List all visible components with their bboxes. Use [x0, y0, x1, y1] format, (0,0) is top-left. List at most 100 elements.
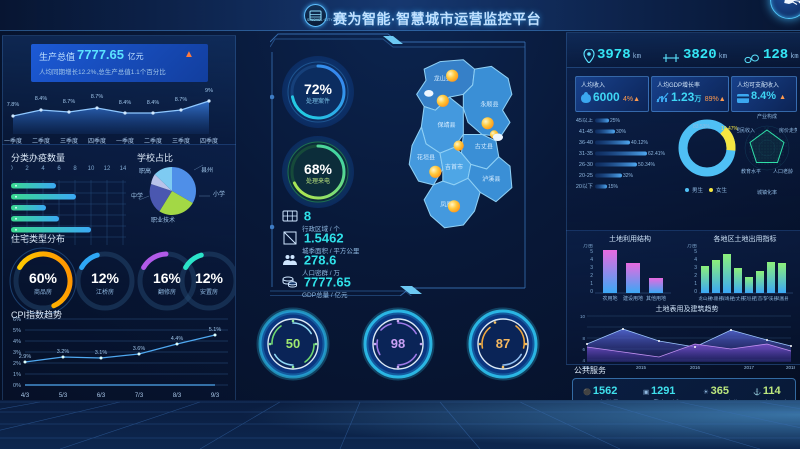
svg-text:3: 3 — [590, 265, 593, 271]
svg-text:31-35: 31-35 — [579, 151, 593, 157]
svg-text:处理来电: 处理来电 — [306, 177, 330, 185]
svg-text:5/3: 5/3 — [59, 393, 68, 399]
svg-text:江桥房: 江桥房 — [96, 288, 114, 296]
svg-text:2015: 2015 — [636, 365, 647, 370]
svg-text:1: 1 — [694, 281, 697, 287]
svg-text:小学: 小学 — [213, 190, 225, 198]
svg-text:10: 10 — [88, 166, 95, 172]
svg-text:凤凰县: 凤凰县 — [776, 296, 790, 302]
svg-text:8.7%: 8.7% — [175, 97, 188, 103]
svg-text:6: 6 — [57, 166, 61, 172]
svg-text:6/3: 6/3 — [97, 393, 106, 399]
svg-text:人口老龄: 人口老龄 — [773, 168, 793, 175]
svg-text:保靖县: 保靖县 — [437, 121, 455, 129]
svg-text:县州: 县州 — [201, 167, 213, 174]
svg-text:教育水平: 教育水平 — [741, 168, 761, 175]
svg-text:建设用地: 建设用地 — [623, 295, 643, 302]
svg-text:9%: 9% — [205, 88, 213, 94]
svg-text:12%: 12% — [91, 270, 120, 286]
svg-text:98: 98 — [391, 336, 405, 351]
svg-text:60%: 60% — [29, 270, 58, 286]
svg-text:45以上: 45以上 — [576, 118, 594, 124]
svg-text:0%: 0% — [13, 383, 21, 389]
svg-text:男生: 男生 — [692, 186, 704, 194]
svg-text:房价走势: 房价走势 — [779, 127, 797, 134]
svg-text:6%: 6% — [13, 317, 21, 323]
svg-text:8.4%: 8.4% — [119, 100, 132, 106]
svg-text:三季度: 三季度 — [172, 137, 190, 144]
svg-text:四季度: 四季度 — [88, 137, 106, 144]
svg-text:6: 6 — [582, 347, 585, 352]
svg-text:62.41%: 62.41% — [648, 151, 666, 157]
svg-text:中学: 中学 — [131, 192, 143, 200]
svg-text:1%: 1% — [13, 372, 21, 378]
svg-text:8.7%: 8.7% — [63, 99, 76, 105]
svg-text:泸溪县: 泸溪县 — [482, 175, 500, 183]
svg-text:其他用地: 其他用地 — [646, 295, 666, 302]
svg-text:83.53%: 83.53% — [693, 124, 711, 130]
svg-text:8: 8 — [582, 336, 585, 341]
svg-text:商品房: 商品房 — [34, 288, 52, 296]
svg-text:花垣县: 花垣县 — [417, 154, 435, 162]
svg-text:10: 10 — [580, 314, 586, 319]
svg-text:城镇化率: 城镇化率 — [757, 189, 777, 196]
svg-text:四季度: 四季度 — [200, 137, 218, 144]
svg-text:处理案件: 处理案件 — [306, 97, 330, 105]
svg-text:1: 1 — [590, 281, 593, 287]
svg-text:40.12%: 40.12% — [631, 140, 649, 146]
svg-text:8: 8 — [73, 166, 77, 172]
svg-text:72%: 72% — [304, 81, 333, 97]
svg-text:职业技术: 职业技术 — [151, 216, 175, 224]
svg-text:4: 4 — [41, 166, 45, 172]
svg-text:一季度: 一季度 — [116, 137, 134, 144]
svg-text:5: 5 — [694, 249, 697, 255]
svg-text:50: 50 — [286, 336, 300, 351]
svg-text:8.4%: 8.4% — [147, 100, 160, 106]
svg-text:女生: 女生 — [716, 186, 728, 194]
svg-text:5%: 5% — [13, 328, 21, 334]
svg-text:36-40: 36-40 — [579, 140, 593, 146]
svg-text:20-25: 20-25 — [579, 173, 593, 179]
svg-text:12%: 12% — [195, 270, 224, 286]
svg-text:3.2%: 3.2% — [57, 349, 70, 355]
svg-text:87: 87 — [496, 336, 510, 351]
svg-text:0: 0 — [694, 289, 697, 295]
svg-text:32%: 32% — [623, 173, 634, 179]
svg-text:8/3: 8/3 — [173, 393, 182, 399]
svg-text:4.4%: 4.4% — [171, 336, 184, 342]
svg-text:4: 4 — [590, 257, 593, 263]
svg-text:安置房: 安置房 — [200, 288, 218, 296]
svg-text:16%: 16% — [153, 270, 182, 286]
svg-text:翻修房: 翻修房 — [158, 288, 176, 296]
svg-text:2016: 2016 — [690, 365, 701, 370]
svg-text:一季度: 一季度 — [4, 137, 22, 144]
svg-text:0: 0 — [590, 289, 593, 295]
svg-text:2: 2 — [590, 273, 593, 279]
svg-text:4: 4 — [582, 358, 585, 363]
svg-text:3: 3 — [694, 265, 697, 271]
svg-text:古丈县: 古丈县 — [475, 142, 493, 150]
svg-text:20以下: 20以下 — [576, 183, 594, 190]
svg-text:2.9%: 2.9% — [19, 354, 32, 360]
svg-text:三季度: 三季度 — [60, 137, 78, 144]
svg-text:二季度: 二季度 — [144, 137, 162, 144]
svg-text:8.4%: 8.4% — [35, 96, 48, 102]
svg-text:5: 5 — [590, 249, 593, 255]
svg-text:职高: 职高 — [139, 167, 151, 175]
svg-text:41-45: 41-45 — [579, 129, 593, 135]
svg-text:3.6%: 3.6% — [133, 346, 146, 352]
svg-text:30%: 30% — [616, 129, 627, 135]
svg-text:2018: 2018 — [786, 365, 795, 370]
svg-text:4/3: 4/3 — [21, 393, 30, 399]
svg-text:50.34%: 50.34% — [638, 162, 656, 168]
svg-text:吉首市: 吉首市 — [445, 163, 463, 171]
svg-text:26-30: 26-30 — [579, 162, 593, 168]
svg-text:68%: 68% — [304, 161, 333, 177]
svg-text:4%: 4% — [13, 339, 21, 345]
svg-text:2%: 2% — [13, 361, 21, 367]
svg-text:居民收入: 居民收入 — [737, 127, 755, 134]
svg-text:永顺县: 永顺县 — [480, 100, 498, 108]
svg-text:9/3: 9/3 — [211, 393, 220, 399]
svg-text:5.1%: 5.1% — [209, 327, 222, 333]
svg-text:2: 2 — [694, 273, 697, 279]
